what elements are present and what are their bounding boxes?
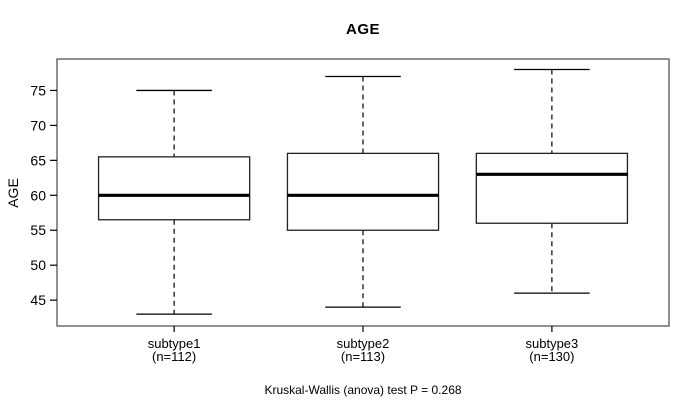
chart-title: AGE bbox=[345, 21, 380, 38]
x-axis-count-label: (n=112) bbox=[152, 349, 196, 364]
x-axis-count-label: (n=113) bbox=[341, 349, 385, 364]
x-axis-category-label: subtype1 bbox=[148, 336, 201, 351]
box-iqr bbox=[97, 156, 251, 221]
y-axis-tick-label: 55 bbox=[30, 222, 46, 238]
box-iqr bbox=[475, 152, 629, 224]
x-axis-category-label: subtype2 bbox=[337, 336, 390, 351]
x-axis-category-label: subtype3 bbox=[526, 336, 579, 351]
stat-test-caption: Kruskal-Wallis (anova) test P = 0.268 bbox=[264, 383, 462, 397]
y-axis-tick-label: 75 bbox=[30, 82, 46, 98]
y-axis-tick-label: 45 bbox=[30, 292, 46, 308]
y-axis-tick-label: 65 bbox=[30, 152, 46, 168]
y-axis-tick-label: 60 bbox=[30, 187, 46, 203]
y-axis-tick-label: 50 bbox=[30, 257, 46, 273]
y-axis-tick-label: 70 bbox=[30, 117, 46, 133]
box-iqr bbox=[286, 152, 440, 231]
x-axis-count-label: (n=130) bbox=[529, 349, 574, 364]
